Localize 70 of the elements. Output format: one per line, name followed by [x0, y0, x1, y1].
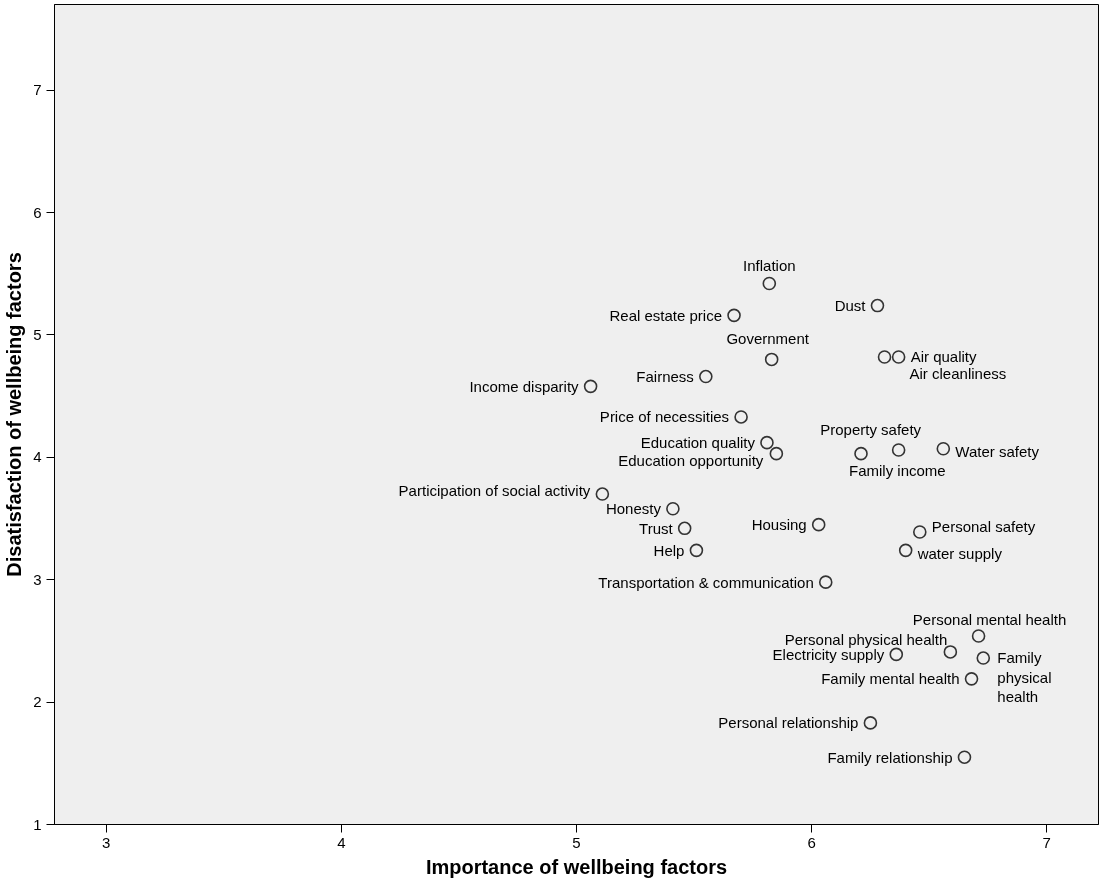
point: [877, 350, 892, 364]
point: [699, 369, 713, 384]
point: [971, 629, 986, 643]
point: [863, 716, 878, 730]
annotation: Air cleanliness: [909, 365, 1007, 383]
annotation: Inflation: [743, 256, 796, 274]
annotation: Family mental health: [821, 670, 960, 688]
annotation: Education opportunity: [618, 452, 764, 470]
annotation: Participation of social activity: [398, 481, 591, 499]
point: [727, 308, 741, 323]
x-tick-label: 4: [337, 833, 346, 851]
annotation: Income disparity: [469, 377, 580, 395]
point: [854, 446, 868, 461]
x-tick-label: 7: [1042, 833, 1051, 851]
y-tick-label: 1: [33, 815, 42, 833]
point: [677, 521, 692, 536]
y-tick-label: 7: [33, 81, 42, 99]
x-tick-label: 6: [807, 833, 816, 851]
y-tick-label: 6: [33, 203, 42, 221]
point: [764, 352, 779, 367]
annotation: Family relationship: [827, 748, 953, 766]
point: [976, 651, 991, 665]
point: [769, 446, 784, 461]
y-tick-label: 4: [33, 448, 42, 466]
point: [870, 298, 885, 313]
x-tick-label: 3: [102, 833, 111, 851]
y-tick-label: 3: [33, 570, 42, 588]
annotation: Personal mental health: [912, 611, 1067, 629]
annotation: Fairness: [636, 368, 694, 386]
annotation: Family income: [849, 462, 946, 480]
y-tick-label: 5: [33, 325, 42, 343]
annotation: Transportation & communication: [598, 573, 814, 591]
x-tick-label: 5: [572, 833, 581, 851]
annotation: Family physical health: [997, 649, 1052, 706]
annotation: Air quality: [910, 348, 977, 366]
point: [898, 543, 913, 558]
annotation: water supply: [916, 544, 1003, 562]
y-axis-title: Disatisfaction of wellbeing factors: [3, 252, 26, 577]
point: [762, 276, 777, 291]
annotation: Personal physical health: [784, 630, 948, 648]
annotation: Trust: [639, 519, 674, 537]
annotation: Education quality: [640, 434, 756, 452]
annotation: Real estate price: [609, 306, 723, 324]
point: [964, 672, 979, 686]
annotation: Help: [653, 541, 685, 559]
point: [936, 441, 951, 456]
point: [818, 575, 833, 589]
point: [583, 379, 598, 394]
point: [811, 517, 826, 532]
annotation: Personal relationship: [718, 714, 859, 732]
y-tick-label: 2: [33, 693, 42, 711]
x-axis-title: Importance of wellbeing factors: [425, 855, 728, 878]
annotation: Housing: [751, 516, 807, 534]
point: [891, 443, 906, 457]
point: [734, 410, 748, 424]
point: [913, 525, 927, 539]
point: [943, 645, 958, 659]
point: [760, 435, 774, 450]
annotation: Personal safety: [931, 518, 1036, 536]
point: [595, 487, 610, 501]
annotation: Price of necessities: [599, 408, 730, 426]
point: [666, 501, 680, 516]
point: [689, 543, 704, 558]
annotation: Dust: [834, 297, 867, 315]
point: [957, 750, 972, 764]
annotation: Water safety: [955, 443, 1040, 461]
annotation: Property safety: [820, 420, 922, 438]
annotation: Honesty: [605, 500, 662, 518]
point: [891, 350, 906, 364]
annotation: Government: [726, 330, 810, 348]
